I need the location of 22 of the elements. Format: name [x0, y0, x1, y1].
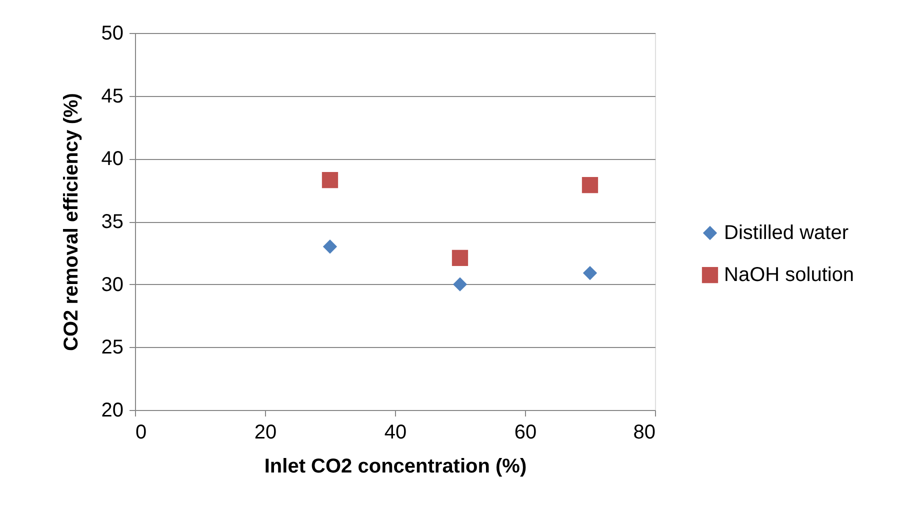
y-tick-label: 25: [101, 336, 124, 359]
legend-label: Distilled water: [724, 222, 849, 244]
point: [322, 172, 338, 188]
x-tick-label: 20: [254, 422, 277, 444]
legend-label: NaOH solution: [724, 264, 854, 286]
point: [582, 176, 598, 194]
y-tick-label: 20: [101, 400, 124, 422]
y-axis-title: CO2 removal efficiency (%): [60, 93, 82, 351]
point: [582, 266, 598, 280]
x-axis-title: Inlet CO2 concentration (%): [264, 456, 527, 478]
y-tick-label: 45: [101, 85, 124, 108]
y-tick-label: 30: [101, 274, 124, 296]
y-tick-label: 35: [101, 211, 124, 233]
x-tick-label: 0: [136, 422, 147, 444]
point: [452, 277, 468, 292]
x-tick-label: 40: [384, 422, 407, 444]
x-tick-label: 80: [633, 422, 656, 444]
point: [452, 250, 468, 266]
x-tick-label: 60: [514, 422, 537, 444]
y-tick-label: 40: [101, 148, 124, 170]
point: [322, 240, 338, 254]
y-tick-label: 50: [101, 22, 124, 44]
